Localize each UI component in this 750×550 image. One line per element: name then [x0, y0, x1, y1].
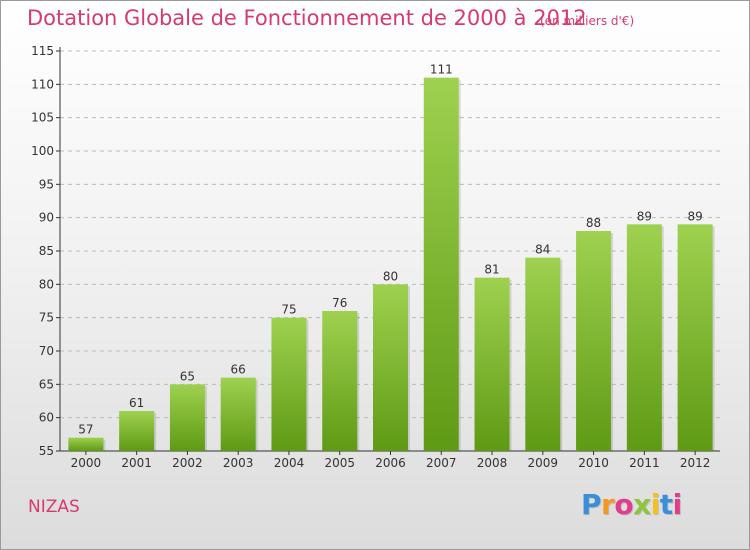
- bar: [169, 384, 205, 451]
- logo-letter: t: [659, 488, 673, 521]
- data-label: 65: [180, 369, 195, 383]
- x-tick-label: 2007: [426, 456, 457, 470]
- x-tick-label: 2000: [71, 456, 102, 470]
- x-tick-label: 2005: [324, 456, 355, 470]
- bar: [373, 284, 408, 451]
- data-label: 75: [281, 303, 296, 317]
- data-label: 89: [637, 209, 652, 223]
- logo-letter: i: [650, 488, 661, 521]
- logo-letter: P: [581, 488, 602, 521]
- bar: [626, 224, 662, 451]
- bar: [119, 411, 155, 451]
- x-tick-label: 2012: [680, 456, 711, 470]
- y-tick-label: 75: [39, 311, 54, 325]
- data-label: 88: [586, 216, 601, 230]
- chart-subtitle: (en milliers d'€): [540, 14, 635, 28]
- logo-letter: o: [614, 488, 634, 521]
- bar: [677, 224, 713, 451]
- data-label: 66: [231, 363, 246, 377]
- x-tick-label: 2006: [375, 456, 406, 470]
- chart-title: Dotation Globale de Fonctionnement de 20…: [27, 6, 587, 30]
- data-label: 84: [535, 243, 550, 257]
- proxiti-logo[interactable]: Proxiti: [581, 488, 682, 521]
- x-tick-label: 2008: [477, 456, 508, 470]
- bar: [68, 437, 104, 451]
- bar: [576, 231, 612, 451]
- y-tick-label: 55: [39, 444, 54, 458]
- commune-name: NIZAS: [28, 497, 80, 517]
- labels: 55 60 65 70 75 80 85 90 95 100 105 110 115 2000 57 2001…: [31, 44, 710, 470]
- bar: [525, 257, 561, 451]
- y-tick-label: 60: [39, 411, 54, 425]
- bar: [474, 277, 510, 451]
- data-label: 89: [687, 209, 702, 223]
- bar: [322, 311, 358, 451]
- x-tick-label: 2004: [274, 456, 305, 470]
- y-tick-label: 90: [39, 211, 54, 225]
- y-tick-label: 85: [39, 244, 54, 258]
- data-label: 111: [430, 63, 453, 77]
- x-tick-label: 2002: [172, 456, 203, 470]
- y-tick-label: 65: [39, 377, 54, 391]
- data-label: 57: [78, 423, 93, 437]
- y-tick-label: 115: [31, 44, 54, 58]
- logo-letter: i: [672, 488, 683, 521]
- bar: [220, 377, 256, 451]
- x-tick-label: 2001: [121, 456, 152, 470]
- y-tick-label: 100: [31, 144, 54, 158]
- data-label: 61: [129, 396, 144, 410]
- bar: [423, 77, 459, 452]
- data-label: 81: [484, 263, 499, 277]
- y-tick-label: 110: [31, 77, 54, 91]
- x-tick-label: 2010: [578, 456, 609, 470]
- data-label: 80: [383, 269, 398, 283]
- data-label: 76: [332, 296, 347, 310]
- y-tick-label: 105: [31, 111, 54, 125]
- x-tick-label: 2009: [528, 456, 559, 470]
- y-tick-label: 95: [39, 177, 54, 191]
- x-tick-label: 2011: [629, 456, 660, 470]
- y-tick-label: 80: [39, 277, 54, 291]
- bar: [271, 317, 307, 451]
- x-tick-label: 2003: [223, 456, 254, 470]
- y-tick-label: 70: [39, 344, 54, 358]
- logo-letter: r: [601, 488, 615, 521]
- bars: [68, 77, 715, 452]
- logo-letter: x: [633, 488, 651, 521]
